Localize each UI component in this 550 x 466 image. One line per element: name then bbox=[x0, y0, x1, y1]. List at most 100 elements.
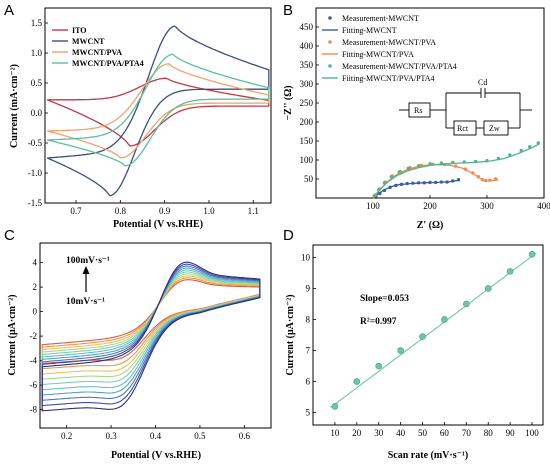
panel-a-ylabel: Current (mA·cm⁻²) bbox=[9, 64, 20, 148]
panel-b-ytick-label: 300 bbox=[300, 79, 314, 89]
panel-d-ylabel: Current (μA·cm⁻²) bbox=[285, 294, 296, 375]
data-point bbox=[506, 268, 514, 275]
panel-d-ytick-label: 5 bbox=[306, 408, 311, 418]
cv-curve-1 bbox=[46, 25, 270, 197]
equivalent-circuit bbox=[399, 88, 532, 136]
scan-cv-curve-100 bbox=[41, 261, 261, 412]
panel-b-ytick-label: 50 bbox=[304, 174, 314, 184]
panel-a-xlabel: Potential (V vs.RHE) bbox=[113, 219, 203, 230]
panel-c-label-bottom: 10mV·s⁻¹ bbox=[66, 297, 105, 307]
panel-b-ytick-label: 450 bbox=[300, 22, 314, 32]
linear-fit-line bbox=[330, 252, 537, 408]
panel-b-ytick-label: 400 bbox=[300, 41, 314, 51]
panel-a-letter: A bbox=[4, 2, 14, 19]
panel-c-ytick-label: -2 bbox=[30, 331, 38, 341]
panel-a-ytick-label: -1.5 bbox=[28, 198, 43, 208]
panel-d-series bbox=[330, 251, 537, 410]
data-point bbox=[353, 378, 361, 385]
panel-d-slope: Slope=0.053 bbox=[360, 294, 409, 304]
legend-label-fit-mwcnt-pva: Fitting-MWCNT/PVA bbox=[342, 50, 414, 59]
panel-a-ytick-label: 0.5 bbox=[31, 78, 43, 88]
legend-marker-meas-mwcnt bbox=[328, 16, 332, 20]
panel-a-xtick-label: 0.8 bbox=[115, 206, 127, 216]
legend-label-mwcnt-pva: MWCNT/PVA bbox=[72, 48, 122, 57]
panel-d-xtick-label: 80 bbox=[484, 428, 494, 438]
panel-c-xlabel: Potential (V vs.RHE) bbox=[111, 450, 201, 461]
panel-b-xtick-label: 300 bbox=[480, 201, 494, 211]
panel-c-letter: C bbox=[4, 227, 15, 244]
data-point bbox=[331, 403, 339, 410]
legend-label-fit-mwcnt: Fitting-MWCNT bbox=[342, 26, 397, 35]
nyquist-point bbox=[406, 166, 411, 171]
panel-b-xtick-label: 400 bbox=[537, 201, 550, 211]
panel-d-frame bbox=[312, 244, 544, 426]
panel-a-ytick-label: -1.0 bbox=[28, 168, 43, 178]
panel-c-xtick-label: 0.2 bbox=[61, 431, 72, 441]
nyquist-fit-line-5 bbox=[372, 143, 540, 199]
panel-b-ytick-label: 350 bbox=[300, 60, 314, 70]
data-point bbox=[375, 362, 383, 370]
panel-a-xtick-label: 1.0 bbox=[203, 206, 215, 216]
nyquist-point bbox=[389, 175, 393, 179]
panel-a-xtick-label: 0.9 bbox=[159, 206, 171, 216]
circuit-label-rs: Rs bbox=[414, 106, 422, 115]
scan-cv-curve-20 bbox=[41, 277, 261, 370]
panel-c-ytick-label: -8 bbox=[30, 405, 38, 415]
panel-b: B 100 200 300 400 50 100 150 200 250 300 350 400 450… bbox=[283, 2, 550, 231]
panel-b-ylabel: −Z'' (Ω) bbox=[283, 85, 294, 120]
panel-d-ytick-label: 6 bbox=[306, 377, 311, 387]
panel-d-letter: D bbox=[283, 227, 294, 244]
panel-d-ytick-label: 7 bbox=[306, 346, 311, 356]
panel-c-ticks: 0.2 0.3 0.4 0.5 0.6 -8 -6 -4 -2 0 2 4 bbox=[30, 258, 251, 441]
panel-d-ticks: 10 20 30 40 50 60 70 80 90 100 5 6 7 8 9 10 bbox=[301, 252, 539, 438]
panel-d-xtick-label: 20 bbox=[352, 428, 362, 438]
nyquist-point bbox=[416, 164, 421, 168]
panel-a: A 0.7 0.8 0.9 1.0 1.1 -1.5 -1.0 -0.5 0.0 0.5 1.0 1.… bbox=[4, 2, 272, 230]
panel-b-series bbox=[372, 141, 540, 199]
panel-a-xtick-label: 1.1 bbox=[248, 206, 259, 216]
panel-d-xtick-label: 30 bbox=[374, 428, 384, 438]
scan-rate-arrow-icon bbox=[82, 266, 90, 274]
panel-d-xlabel: Scan rate (mV·s⁻¹) bbox=[388, 450, 468, 461]
panel-b-ytick-label: 150 bbox=[300, 136, 314, 146]
panel-c-ytick-label: 2 bbox=[33, 282, 38, 292]
circuit-label-rct: Rct bbox=[457, 124, 469, 133]
cv-curve-3 bbox=[47, 53, 270, 167]
data-point bbox=[419, 333, 426, 340]
panel-d-r2: R²=0.997 bbox=[360, 317, 397, 327]
panel-d-xtick-label: 40 bbox=[396, 428, 406, 438]
panel-c-curves bbox=[41, 261, 261, 412]
legend-label-meas-mwcnt: Measurement-MWCNT bbox=[342, 14, 419, 23]
panel-d-ytick-label: 10 bbox=[301, 252, 311, 262]
panel-d: D 10 20 30 40 50 60 70 80 90 100 5 6 7 8 9 10 Slope=0.0… bbox=[283, 227, 544, 461]
panel-b-xtick-label: 200 bbox=[423, 201, 437, 211]
panel-c-ytick-label: -6 bbox=[30, 380, 38, 390]
legend-marker-meas-pta4 bbox=[328, 64, 332, 68]
panel-c-ytick-label: -4 bbox=[30, 356, 38, 366]
nyquist-point bbox=[397, 170, 401, 174]
panel-a-ytick-label: -0.5 bbox=[28, 138, 43, 148]
panel-d-xtick-label: 100 bbox=[525, 428, 539, 438]
panel-b-xtick-label: 100 bbox=[366, 201, 380, 211]
panel-c-xtick-label: 0.5 bbox=[194, 431, 206, 441]
panel-c-label-top: 100mV·s⁻¹ bbox=[66, 256, 110, 266]
panel-a-curves bbox=[46, 25, 270, 197]
nyquist-fit-line-1 bbox=[372, 179, 460, 199]
cv-curve-2 bbox=[47, 63, 270, 159]
data-point bbox=[397, 347, 404, 354]
panel-a-ytick-label: 1.5 bbox=[31, 18, 43, 28]
circuit-label-zw: Zw bbox=[489, 124, 500, 133]
panel-a-legend: ITO MWCNT MWCNT/PVA MWCNT/PVA/PTA4 bbox=[52, 26, 144, 68]
circuit-label-cd: Cd bbox=[478, 78, 487, 87]
panel-b-letter: B bbox=[283, 2, 293, 19]
scan-cv-curve-50 bbox=[41, 271, 261, 386]
panel-d-xtick-label: 70 bbox=[462, 428, 472, 438]
legend-marker-meas-mwcnt-pva bbox=[328, 40, 332, 44]
panel-d-xtick-label: 60 bbox=[440, 428, 450, 438]
panel-c-xtick-label: 0.4 bbox=[150, 431, 162, 441]
panel-c: C 0.2 0.3 0.4 0.5 0.6 -8 -6 -4 -2 0 2 4 100mV·s⁻¹ 1… bbox=[4, 227, 272, 461]
panel-d-ytick-label: 9 bbox=[306, 283, 311, 293]
panel-c-ylabel: Current (μA·cm⁻²) bbox=[7, 294, 18, 375]
